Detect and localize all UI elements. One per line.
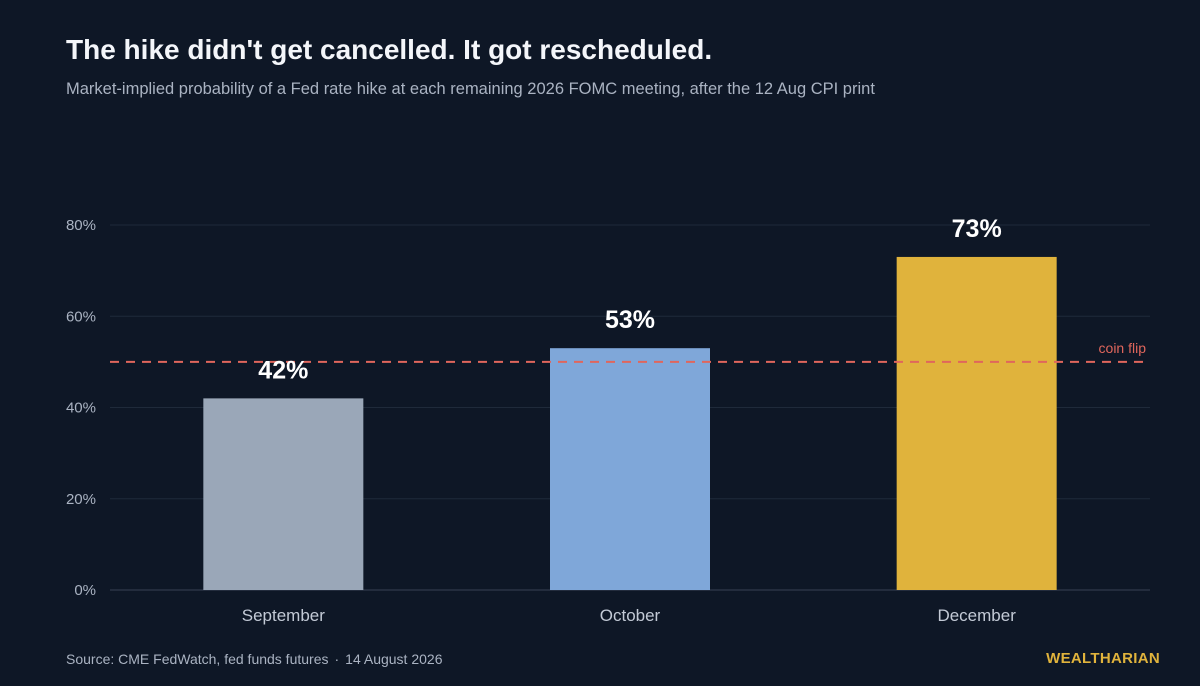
- bar-december: [896, 256, 1057, 590]
- x-tick-label-september: September: [242, 606, 325, 625]
- source-date: 14 August 2026: [345, 651, 443, 667]
- bar-october: [550, 348, 710, 590]
- y-tick-label: 60%: [66, 308, 96, 325]
- y-tick-label: 80%: [66, 217, 96, 234]
- value-labels: 42% 53% 73%: [258, 215, 1001, 384]
- value-label-october: 53%: [605, 306, 655, 334]
- bar-september: [203, 398, 364, 590]
- source-separator: ·: [334, 651, 340, 667]
- source-note: Source: CME FedWatch, fed funds futures ·…: [66, 651, 442, 667]
- x-axis-ticks: September October December: [242, 606, 1016, 625]
- value-label-december: 73%: [952, 215, 1002, 243]
- x-tick-label-october: October: [600, 606, 661, 625]
- source-text: Source: CME FedWatch, fed funds futures: [66, 651, 329, 667]
- y-tick-label: 0%: [74, 582, 96, 599]
- brand-logo-text: WEALTHARIAN: [1046, 650, 1160, 667]
- x-tick-label-december: December: [937, 606, 1016, 625]
- chart-subtitle: Market-implied probability of a Fed rate…: [66, 80, 875, 98]
- reference-line-label: coin flip: [1099, 340, 1147, 356]
- value-label-september: 42%: [258, 356, 308, 384]
- bars: [203, 256, 1057, 590]
- y-tick-label: 20%: [66, 491, 96, 508]
- chart-title: The hike didn't get cancelled. It got re…: [66, 34, 713, 65]
- reference-line-group: coin flip: [110, 340, 1147, 363]
- y-tick-label: 40%: [66, 400, 96, 417]
- y-axis-ticks: 0% 20% 40% 60% 80%: [66, 217, 96, 599]
